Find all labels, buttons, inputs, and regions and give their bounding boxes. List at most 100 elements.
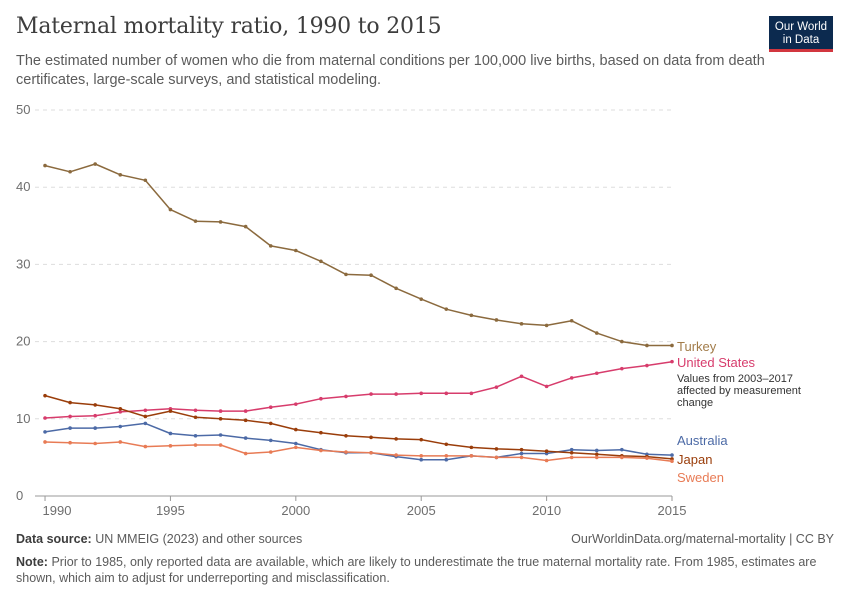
data-point [268,421,273,426]
data-point [118,406,123,411]
y-tick-label: 40 [16,179,30,194]
series-line-turkey [44,163,672,347]
data-point [168,431,173,436]
data-point [68,440,72,445]
data-point [544,449,549,454]
data-point [143,178,148,183]
data-point [193,219,198,223]
chart-note: Note: Prior to 1985, only reported data … [16,554,831,586]
logo-line-2: in Data [782,34,820,46]
series-line-australia [44,422,673,461]
data-point [594,331,599,335]
data-point [218,417,223,421]
y-tick-label: 0 [16,488,23,503]
note-text: Prior to 1985, only reported data are av… [16,555,817,585]
series-label-sweden: Sweden [677,470,724,485]
data-point [569,455,574,460]
data-point [218,443,223,447]
data-point [620,447,624,452]
y-grid: 0 10 20 30 40 50 [16,102,672,503]
data-point [670,459,674,464]
data-point [419,454,424,458]
data-point [344,433,348,438]
chart-title: Maternal mortality ratio, 1990 to 2015 [16,14,442,39]
data-point [594,455,599,460]
data-point [243,418,248,423]
data-point [294,402,298,406]
data-point [43,430,47,434]
data-point [594,452,599,457]
data-point [93,441,97,446]
series-line-japan [44,394,673,460]
data-point [93,413,97,418]
data-point [68,414,72,419]
data-point [243,224,248,229]
data-point [494,318,499,322]
data-point [43,416,47,420]
data-point [294,427,298,432]
data-point [168,444,173,448]
data-point [93,162,97,166]
data-point [193,443,198,447]
data-point [319,448,323,453]
x-tick-label: 2015 [658,503,687,518]
data-point [444,307,449,311]
data-point [243,409,248,413]
x-axis: 1990 1995 2000 2005 2010 2015 [35,495,687,518]
data-point [369,273,373,278]
source-url[interactable]: OurWorldinData.org/maternal-mortality | … [571,532,834,546]
annotation-line: affected by measurement [677,385,801,397]
annotation-line: change [677,397,713,409]
data-point [569,376,574,380]
data-point [469,454,474,458]
owid-logo[interactable]: Our World in Data [769,16,833,52]
logo-line-1: Our World [774,21,828,33]
data-point [544,384,549,389]
data-source: Data source: UN MMEIG (2023) and other s… [16,532,302,546]
data-point [519,374,524,379]
data-point [243,436,248,440]
data-point [519,451,524,456]
series-label-australia: Australia [677,433,728,448]
data-point [168,409,173,413]
data-point [268,405,273,410]
y-tick-label: 50 [16,102,30,117]
data-point [419,437,424,442]
data-point [218,220,223,224]
data-point [93,426,97,430]
data-point [344,450,348,454]
data-point [43,440,47,444]
data-point [519,322,524,326]
data-point [394,392,398,396]
data-point [419,297,424,301]
data-point [419,457,424,462]
data-point [118,424,123,429]
data-point [43,393,47,398]
data-point [419,391,424,396]
data-point [645,456,649,460]
data-point [394,437,398,441]
data-point [294,441,298,446]
data-point [294,445,298,450]
data-point [594,371,599,376]
y-tick-label: 30 [16,256,30,271]
data-point [218,409,223,413]
data-point [143,414,148,419]
data-point [494,455,499,460]
data-point [369,450,373,455]
series-label-turkey: Turkey [677,339,717,354]
data-point [118,410,123,414]
data-point [344,272,348,277]
data-point [369,435,373,440]
data-point [43,163,47,168]
data-point [243,451,248,456]
series-label-united-states: United States [677,355,756,370]
data-point [544,458,549,463]
data-point [143,408,148,413]
y-tick-label: 20 [16,334,30,349]
data-point [319,259,323,264]
data-point [268,438,273,443]
